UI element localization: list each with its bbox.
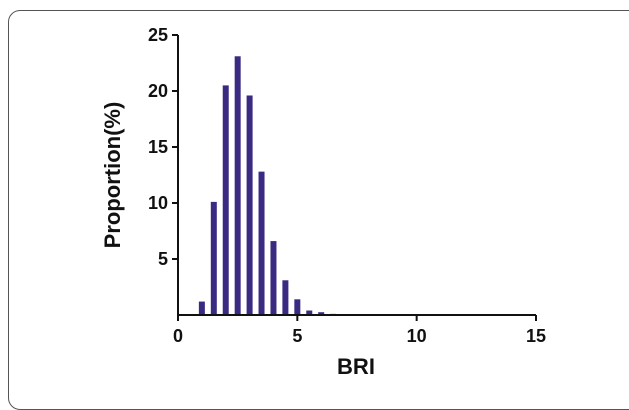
x-tick-label: 5 [292, 326, 302, 346]
x-ticks: 0 5 10 15 [173, 315, 546, 346]
x-tick-label: 0 [173, 326, 183, 346]
bars-group [198, 56, 372, 316]
histogram-bar [270, 241, 277, 315]
bri-histogram-chart: 5 10 15 20 25 0 5 10 15 BRI Proportion(%) [100, 25, 546, 379]
histogram-bar [258, 171, 265, 315]
y-tick-label: 10 [148, 193, 168, 213]
histogram-bar [246, 95, 253, 315]
histogram-bar [306, 310, 313, 315]
histogram-bar [210, 201, 217, 315]
y-tick-label: 20 [148, 81, 168, 101]
histogram-bar [294, 299, 301, 315]
y-axis-label: Proportion(%) [100, 102, 125, 249]
y-tick-label: 5 [158, 249, 168, 269]
x-tick-label: 10 [407, 326, 427, 346]
histogram-bar [318, 312, 325, 315]
histogram-bar [222, 85, 229, 316]
y-ticks: 5 10 15 20 25 [148, 25, 178, 269]
x-tick-label: 15 [526, 326, 546, 346]
x-axis-label: BRI [337, 354, 375, 379]
histogram-bar [282, 280, 289, 315]
histogram-bar [234, 56, 241, 315]
y-tick-label: 15 [148, 137, 168, 157]
histogram-bar [198, 301, 205, 315]
y-tick-label: 25 [148, 25, 168, 45]
